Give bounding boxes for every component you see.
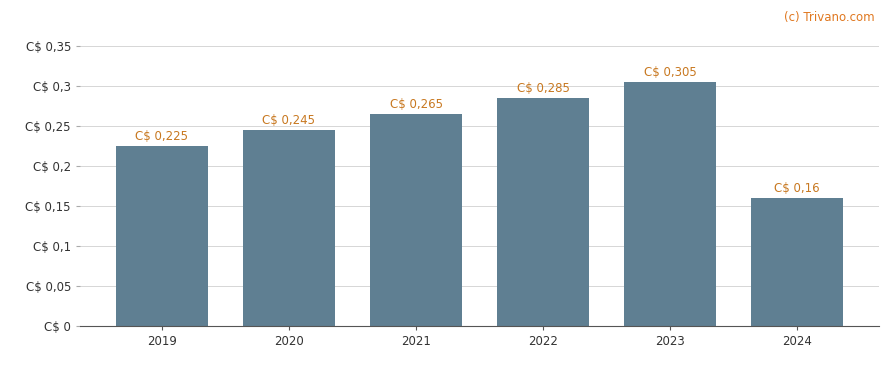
Text: (c) Trivano.com: (c) Trivano.com xyxy=(784,11,875,24)
Bar xyxy=(243,130,335,326)
Bar xyxy=(370,114,462,326)
Text: C$ 0,225: C$ 0,225 xyxy=(136,130,188,143)
Bar xyxy=(751,198,843,326)
Text: C$ 0,265: C$ 0,265 xyxy=(390,98,442,111)
Text: C$ 0,305: C$ 0,305 xyxy=(644,66,696,79)
Bar xyxy=(624,82,716,326)
Text: C$ 0,285: C$ 0,285 xyxy=(517,82,569,95)
Text: C$ 0,16: C$ 0,16 xyxy=(774,182,820,195)
Bar xyxy=(497,98,589,326)
Bar xyxy=(116,146,208,326)
Text: C$ 0,245: C$ 0,245 xyxy=(263,114,315,127)
